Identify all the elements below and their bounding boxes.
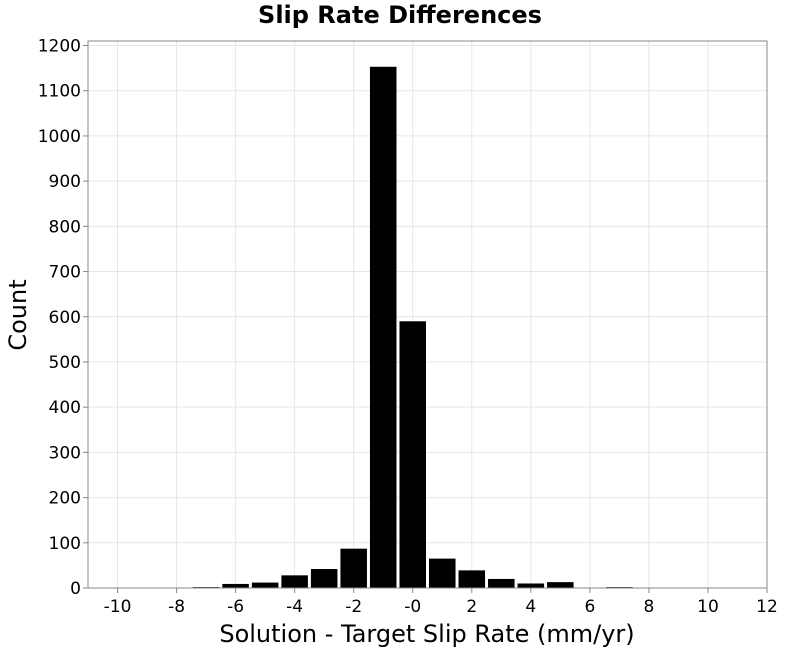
- plot-border: [87, 40, 768, 589]
- x-tick-label: -4: [286, 597, 303, 617]
- x-tick-label: 6: [584, 597, 595, 617]
- y-tick-label: 200: [49, 489, 81, 509]
- y-tick-label: 800: [49, 217, 81, 237]
- histogram-bar: [547, 582, 574, 588]
- histogram-bar: [399, 321, 426, 588]
- x-tick-label: 8: [643, 597, 654, 617]
- x-tick-label: -8: [168, 597, 185, 617]
- grid-lines: [88, 41, 768, 589]
- histogram-bar: [458, 570, 486, 588]
- y-tick-label: 400: [49, 398, 81, 418]
- y-axis-ticks: 0 100 200 300 400 500 600 700 800 900 1000 1100 1200: [38, 37, 88, 599]
- y-tick-label: 1000: [38, 127, 81, 147]
- y-tick-label: 900: [49, 172, 81, 192]
- x-tick-label: -0: [404, 597, 421, 617]
- x-tick-label: 10: [697, 597, 719, 617]
- y-tick-label: 0: [70, 579, 81, 599]
- y-tick-label: 100: [49, 534, 81, 554]
- y-tick-label: 300: [49, 443, 81, 463]
- x-tick-label: 12: [756, 597, 778, 617]
- y-tick-label: 600: [49, 308, 81, 328]
- x-tick-label: -6: [227, 597, 244, 617]
- x-axis-label: Solution - Target Slip Rate (mm/yr): [219, 620, 634, 648]
- y-tick-label: 1100: [38, 82, 81, 102]
- x-tick-label: -2: [345, 597, 362, 617]
- y-tick-label: 500: [49, 353, 81, 373]
- y-axis-label: Count: [4, 279, 32, 350]
- histogram-bar: [429, 558, 456, 588]
- y-tick-label: 700: [49, 263, 81, 283]
- histogram-bar: [340, 548, 367, 588]
- histogram-bar: [517, 583, 545, 588]
- histogram-bar: [281, 575, 308, 588]
- chart-title: Slip Rate Differences: [258, 1, 542, 29]
- x-axis-ticks: -10 -8 -6 -4 -2 -0 2 4 6 8 10 12: [104, 588, 778, 617]
- histogram-bar: [488, 578, 515, 588]
- histogram-bar: [251, 582, 279, 588]
- x-tick-label: -10: [104, 597, 132, 617]
- x-tick-label: 2: [466, 597, 477, 617]
- histogram-bar: [222, 583, 249, 588]
- histogram-bar: [310, 569, 338, 588]
- x-tick-label: 4: [525, 597, 536, 617]
- bars-group: [192, 66, 633, 589]
- y-tick-label: 1200: [38, 37, 81, 57]
- histogram-bar: [369, 66, 397, 589]
